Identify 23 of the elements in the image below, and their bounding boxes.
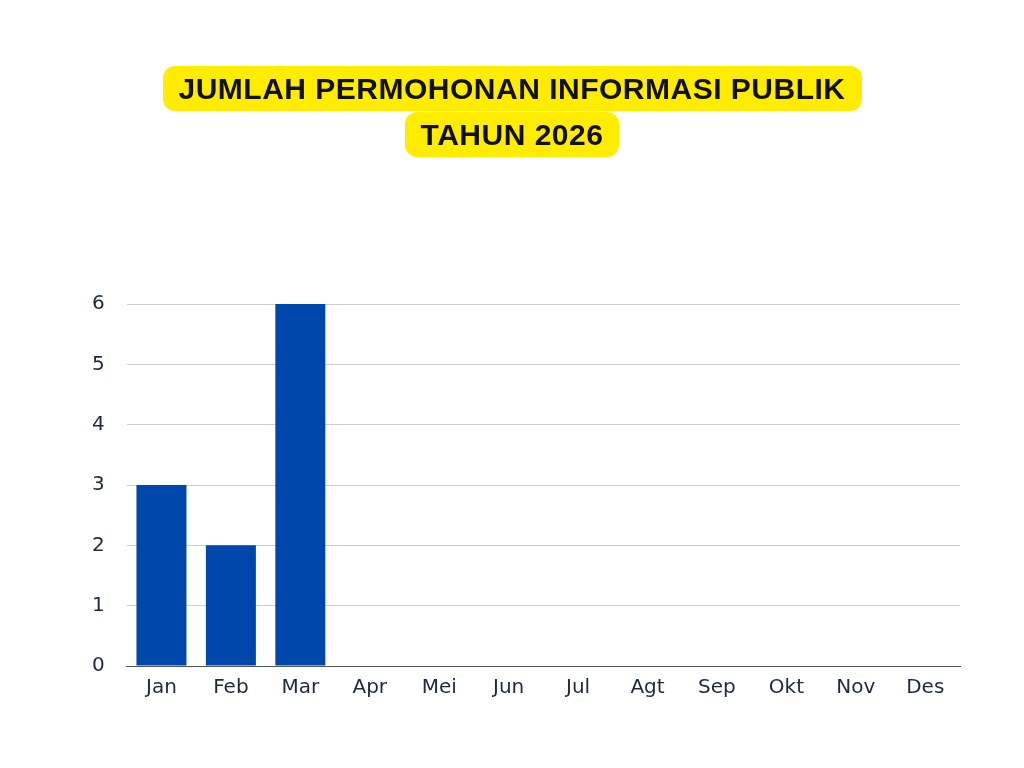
x-tick-label: Apr bbox=[352, 674, 388, 699]
x-tick-label: Mei bbox=[421, 674, 457, 699]
x-tick-label: Okt bbox=[768, 674, 805, 699]
chart-title: JUMLAH PERMOHONAN INFORMASI PUBLIK TAHUN 2026 bbox=[162, 66, 862, 157]
x-tick-label: Sep bbox=[698, 674, 736, 699]
x-tick-label: Des bbox=[906, 674, 945, 699]
y-tick-label: 4 bbox=[91, 410, 105, 435]
y-tick-label: 1 bbox=[91, 591, 105, 616]
y-tick-label: 0 bbox=[91, 652, 105, 677]
x-tick-label: Agt bbox=[630, 674, 665, 699]
y-tick-label: 6 bbox=[91, 290, 105, 315]
bar bbox=[136, 485, 187, 666]
y-tick-label: 5 bbox=[91, 350, 105, 375]
x-tick-label: Jun bbox=[491, 674, 525, 699]
x-tick-label: Feb bbox=[213, 674, 249, 699]
y-tick-label: 2 bbox=[91, 531, 105, 556]
x-tick-label: Mar bbox=[281, 674, 320, 699]
x-tick-label: Jul bbox=[564, 674, 591, 699]
x-tick-label: Nov bbox=[836, 674, 876, 699]
bar bbox=[205, 545, 256, 666]
bar bbox=[275, 304, 326, 666]
x-tick-label: Jan bbox=[144, 674, 177, 699]
y-tick-label: 3 bbox=[91, 471, 105, 496]
